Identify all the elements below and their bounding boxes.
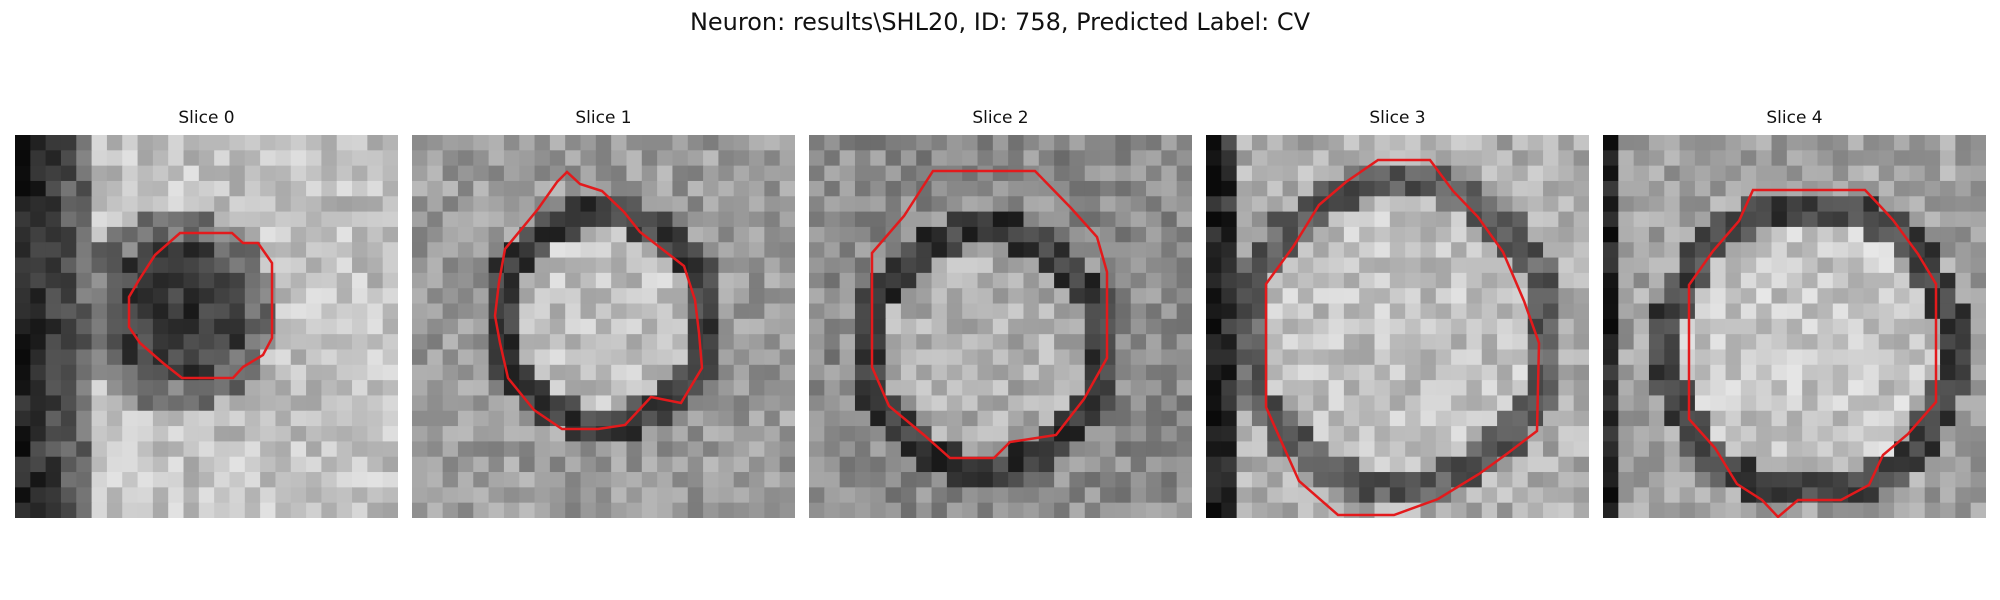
neuron-contour	[1687, 188, 1938, 518]
neuron-contour	[493, 170, 704, 431]
slice-panel-4: Slice 4	[1603, 108, 1986, 522]
slice-panel-1: Slice 1	[412, 108, 795, 522]
slice-image	[412, 135, 795, 518]
slice-title: Slice 2	[972, 108, 1029, 128]
figure-title: Neuron: results\SHL20, ID: 758, Predicte…	[689, 8, 1311, 36]
micrograph-pixels	[1206, 135, 1589, 518]
slice-panel-2: Slice 2	[809, 108, 1192, 522]
neuron-contour	[1264, 158, 1541, 517]
slice-panel-3: Slice 3	[1206, 108, 1589, 522]
neuron-contour	[870, 169, 1109, 460]
slice-panel-0: Slice 0	[15, 108, 398, 522]
micrograph-pixels	[412, 135, 795, 518]
slice-image	[1603, 135, 1986, 518]
slice-image	[809, 135, 1192, 518]
slice-title: Slice 1	[575, 108, 632, 128]
slice-title: Slice 4	[1766, 108, 1823, 128]
neuron-contour	[127, 231, 274, 380]
micrograph-pixels	[809, 135, 1192, 518]
micrograph-pixels	[1603, 135, 1986, 518]
slice-image	[15, 135, 398, 518]
slice-title: Slice 0	[178, 108, 235, 128]
slice-title: Slice 3	[1369, 108, 1426, 128]
slice-image	[1206, 135, 1589, 518]
micrograph-pixels	[15, 135, 398, 518]
